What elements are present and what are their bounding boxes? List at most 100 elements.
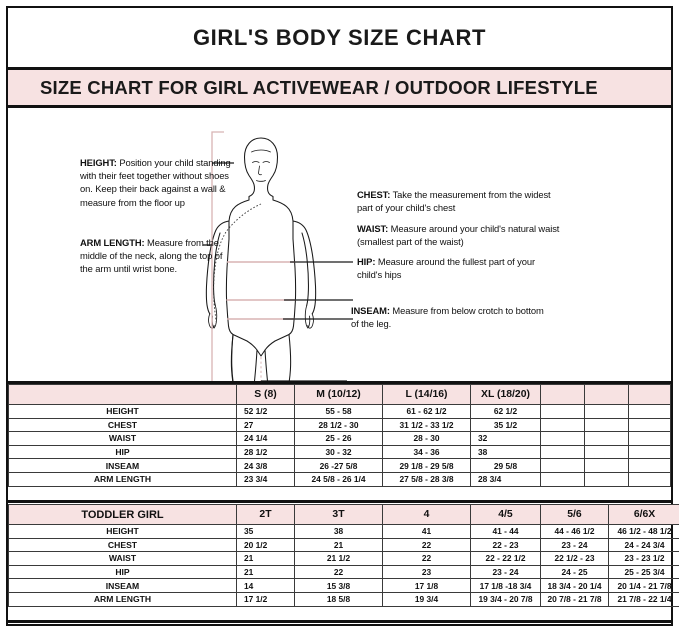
table-row: WAIST 24 1/4 25 - 26 28 - 30 32 <box>8 431 671 446</box>
girls-cell-1-1: 28 1/2 - 30 <box>294 417 383 433</box>
page-subtitle: SIZE CHART FOR GIRL ACTIVEWEAR / OUTDOOR… <box>40 76 598 98</box>
note-arm-length-label: ARM LENGTH: <box>80 237 145 248</box>
girls-size-table: S (8) M (10/12) L (14/16) XL (18/20) HEI… <box>8 384 671 487</box>
toddler-size-table: TODDLER GIRL 2T 3T 4 4/5 5/6 6/6X 7 HEIG… <box>8 504 679 607</box>
toddler-size-table-wrap: TODDLER GIRL 2T 3T 4 4/5 5/6 6/6X 7 HEIG… <box>8 504 679 607</box>
girls-col-header-0: S (8) <box>236 384 295 405</box>
toddler-cell-4-4: 18 3/4 - 20 1/4 <box>540 578 609 593</box>
toddler-cell-3-2: 23 <box>382 564 471 580</box>
toddler-col-header-3: 4/5 <box>470 504 541 525</box>
toddler-cell-0-1: 38 <box>294 524 383 539</box>
toddler-cell-2-5: 23 - 23 1/2 <box>608 551 679 566</box>
girls-cell-0-2: 61 - 62 1/2 <box>382 404 471 419</box>
girls-col-header-5 <box>584 384 629 405</box>
girls-cell-2-0: 24 1/4 <box>236 431 295 446</box>
note-hip-label: HIP: <box>357 256 376 267</box>
measurement-diagram: HEIGHT: Position your child standing wit… <box>8 108 671 384</box>
toddler-cell-2-0: 21 <box>236 551 295 566</box>
girls-row-label-1: CHEST <box>8 417 237 433</box>
girls-col-header-2: L (14/16) <box>382 384 471 405</box>
girls-cell-3-3: 38 <box>470 444 541 460</box>
girls-cell-2-3: 32 <box>470 431 541 446</box>
note-hip-text: Measure around the fullest part of your … <box>357 256 535 281</box>
toddler-cell-4-0: 14 <box>236 578 295 593</box>
toddler-row-label-4: INSEAM <box>8 578 237 593</box>
toddler-cell-5-4: 20 7/8 - 21 7/8 <box>540 591 609 607</box>
girls-cell-5-1: 24 5/8 - 26 1/4 <box>294 471 383 487</box>
girls-cell-4-6 <box>628 458 671 473</box>
note-waist-label: WAIST: <box>357 223 389 234</box>
girls-cell-1-2: 31 1/2 - 33 1/2 <box>382 417 471 433</box>
toddler-table-body: HEIGHT 35 38 41 41 - 44 44 - 46 1/2 46 1… <box>8 524 679 607</box>
note-inseam: INSEAM: Measure from below crotch to bot… <box>351 304 549 330</box>
girls-cell-5-6 <box>628 471 671 487</box>
table-row: ARM LENGTH 23 3/4 24 5/8 - 26 1/4 27 5/8… <box>8 471 671 487</box>
note-height-label: HEIGHT: <box>80 157 117 168</box>
girls-cell-3-0: 28 1/2 <box>236 444 295 460</box>
divider-above-toddler-table <box>8 500 671 503</box>
toddler-cell-2-1: 21 1/2 <box>294 551 383 566</box>
note-waist-text: Measure around your child's natural wais… <box>357 223 560 248</box>
girls-col-header-6 <box>628 384 671 405</box>
table-row: HEIGHT 35 38 41 41 - 44 44 - 46 1/2 46 1… <box>8 524 679 539</box>
note-inseam-text: Measure from below crotch to bottom of t… <box>351 305 544 330</box>
title-band: GIRL'S BODY SIZE CHART <box>8 8 671 70</box>
leader-lines <box>203 162 353 381</box>
girls-cell-1-4 <box>540 417 585 433</box>
table-row: HEIGHT 52 1/2 55 - 58 61 - 62 1/2 62 1/2 <box>8 404 671 419</box>
table-row: INSEAM 24 3/8 26 -27 5/8 29 1/8 - 29 5/8… <box>8 458 671 473</box>
girls-cell-4-2: 29 1/8 - 29 5/8 <box>382 458 471 473</box>
toddler-cell-1-2: 22 <box>382 537 471 553</box>
toddler-corner-cell: TODDLER GIRL <box>8 504 237 525</box>
table-row: WAIST 21 21 1/2 22 22 - 22 1/2 22 1/2 - … <box>8 551 679 566</box>
toddler-cell-4-2: 17 1/8 <box>382 578 471 593</box>
girls-cell-1-5 <box>584 417 629 433</box>
toddler-cell-5-5: 21 7/8 - 22 1/4 <box>608 591 679 607</box>
girls-cell-5-4 <box>540 471 585 487</box>
toddler-cell-1-0: 20 1/2 <box>236 537 295 553</box>
girls-cell-5-5 <box>584 471 629 487</box>
toddler-col-header-5: 6/6X <box>608 504 679 525</box>
toddler-cell-4-3: 17 1/8 -18 3/4 <box>470 578 541 593</box>
girls-col-header-1: M (10/12) <box>294 384 383 405</box>
girls-row-label-2: WAIST <box>8 431 237 446</box>
table-row: INSEAM 14 15 3/8 17 1/8 17 1/8 -18 3/4 1… <box>8 578 679 593</box>
page-title: GIRL'S BODY SIZE CHART <box>192 24 487 50</box>
note-inseam-label: INSEAM: <box>351 305 390 316</box>
toddler-cell-0-0: 35 <box>236 524 295 539</box>
toddler-col-header-0: 2T <box>236 504 295 525</box>
girls-cell-0-3: 62 1/2 <box>470 404 541 419</box>
toddler-row-label-5: ARM LENGTH <box>8 591 237 607</box>
girls-col-header-4 <box>540 384 585 405</box>
girls-cell-2-1: 25 - 26 <box>294 431 383 446</box>
girls-cell-1-6 <box>628 417 671 433</box>
toddler-cell-2-4: 22 1/2 - 23 <box>540 551 609 566</box>
note-arm-length-text: Measure from the middle of the neck, alo… <box>80 237 223 275</box>
toddler-cell-3-1: 22 <box>294 564 383 580</box>
toddler-cell-5-2: 19 3/4 <box>382 591 471 607</box>
table-header-row: S (8) M (10/12) L (14/16) XL (18/20) <box>8 384 671 405</box>
girls-cell-1-0: 27 <box>236 417 295 433</box>
note-height: HEIGHT: Position your child standing wit… <box>80 156 232 209</box>
toddler-cell-1-3: 22 - 23 <box>470 537 541 553</box>
toddler-row-label-1: CHEST <box>8 537 237 553</box>
table-row: HIP 21 22 23 23 - 24 24 - 25 25 - 25 3/4… <box>8 564 679 580</box>
toddler-row-label-0: HEIGHT <box>8 524 237 539</box>
toddler-col-header-1: 3T <box>294 504 383 525</box>
toddler-cell-2-3: 22 - 22 1/2 <box>470 551 541 566</box>
girls-cell-4-0: 24 3/8 <box>236 458 295 473</box>
toddler-cell-1-1: 21 <box>294 537 383 553</box>
toddler-cell-0-4: 44 - 46 1/2 <box>540 524 609 539</box>
girls-cell-0-4 <box>540 404 585 419</box>
girls-cell-2-2: 28 - 30 <box>382 431 471 446</box>
note-chest-text: Take the measurement from the widest par… <box>357 189 551 214</box>
toddler-row-label-2: WAIST <box>8 551 237 566</box>
note-hip: HIP: Measure around the fullest part of … <box>357 255 553 281</box>
girls-cell-3-5 <box>584 444 629 460</box>
toddler-cell-1-4: 23 - 24 <box>540 537 609 553</box>
girls-cell-5-2: 27 5/8 - 28 3/8 <box>382 471 471 487</box>
toddler-row-label-3: HIP <box>8 564 237 580</box>
girls-row-label-0: HEIGHT <box>8 404 237 419</box>
girls-cell-0-1: 55 - 58 <box>294 404 383 419</box>
toddler-cell-4-1: 15 3/8 <box>294 578 383 593</box>
